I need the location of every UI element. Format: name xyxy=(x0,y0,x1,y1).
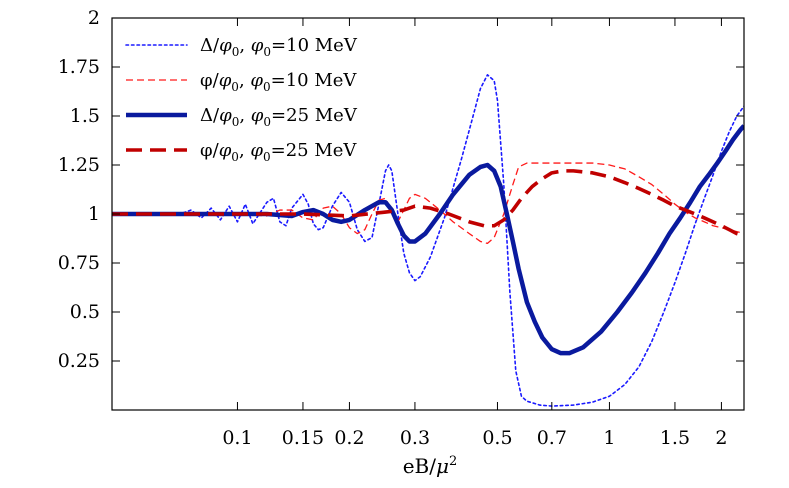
legend: Δ/φ0, φ0=10 MeV φ/φ0, φ0=10 MeV Δ/φ0, φ0=2… xyxy=(125,35,358,164)
y-tick-label: 2 xyxy=(88,7,100,29)
legend-label-1: Δ/φ0, φ0=10 MeV xyxy=(200,35,358,59)
y-tick-label: 1.5 xyxy=(70,105,100,127)
legend-label-2: φ/φ0, φ0=10 MeV xyxy=(200,70,357,94)
x-tick-label: 0.7 xyxy=(537,427,567,449)
y-tick-label: 0.75 xyxy=(58,252,100,274)
y-tick-label: 0.5 xyxy=(70,301,100,323)
y-tick-label: 1.75 xyxy=(58,56,100,78)
series-line-3 xyxy=(112,124,744,356)
x-tick-label: 1 xyxy=(603,427,615,449)
x-tick-label: 0.15 xyxy=(282,427,324,449)
series-line-4 xyxy=(112,169,744,238)
series-line-1 xyxy=(112,74,744,407)
x-tick-label: 2 xyxy=(715,427,727,449)
y-tick-label: 1 xyxy=(88,203,100,225)
x-tick-label: 1.5 xyxy=(660,427,690,449)
legend-label-3: Δ/φ0, φ0=25 MeV xyxy=(200,105,358,129)
series-curves xyxy=(112,74,744,407)
x-axis-label: eB/μ2 xyxy=(403,454,458,478)
plot-frame xyxy=(111,17,745,411)
legend-label-4: φ/φ0, φ0=25 MeV xyxy=(200,140,357,164)
x-tick-label: 0.5 xyxy=(482,427,512,449)
y-tick-label: 0.25 xyxy=(58,350,100,372)
x-tick-label: 0.1 xyxy=(222,427,252,449)
x-tick-label: 0.3 xyxy=(400,427,430,449)
y-tick-label: 1.25 xyxy=(58,154,100,176)
axis-ticks: 0.1 0.15 0.2 0.3 0.5 0.7 1 1.5 2 0.25 0.5 0.75 1 1.25… xyxy=(58,7,744,449)
series-line-2 xyxy=(112,162,744,245)
x-tick-label: 0.2 xyxy=(334,427,364,449)
